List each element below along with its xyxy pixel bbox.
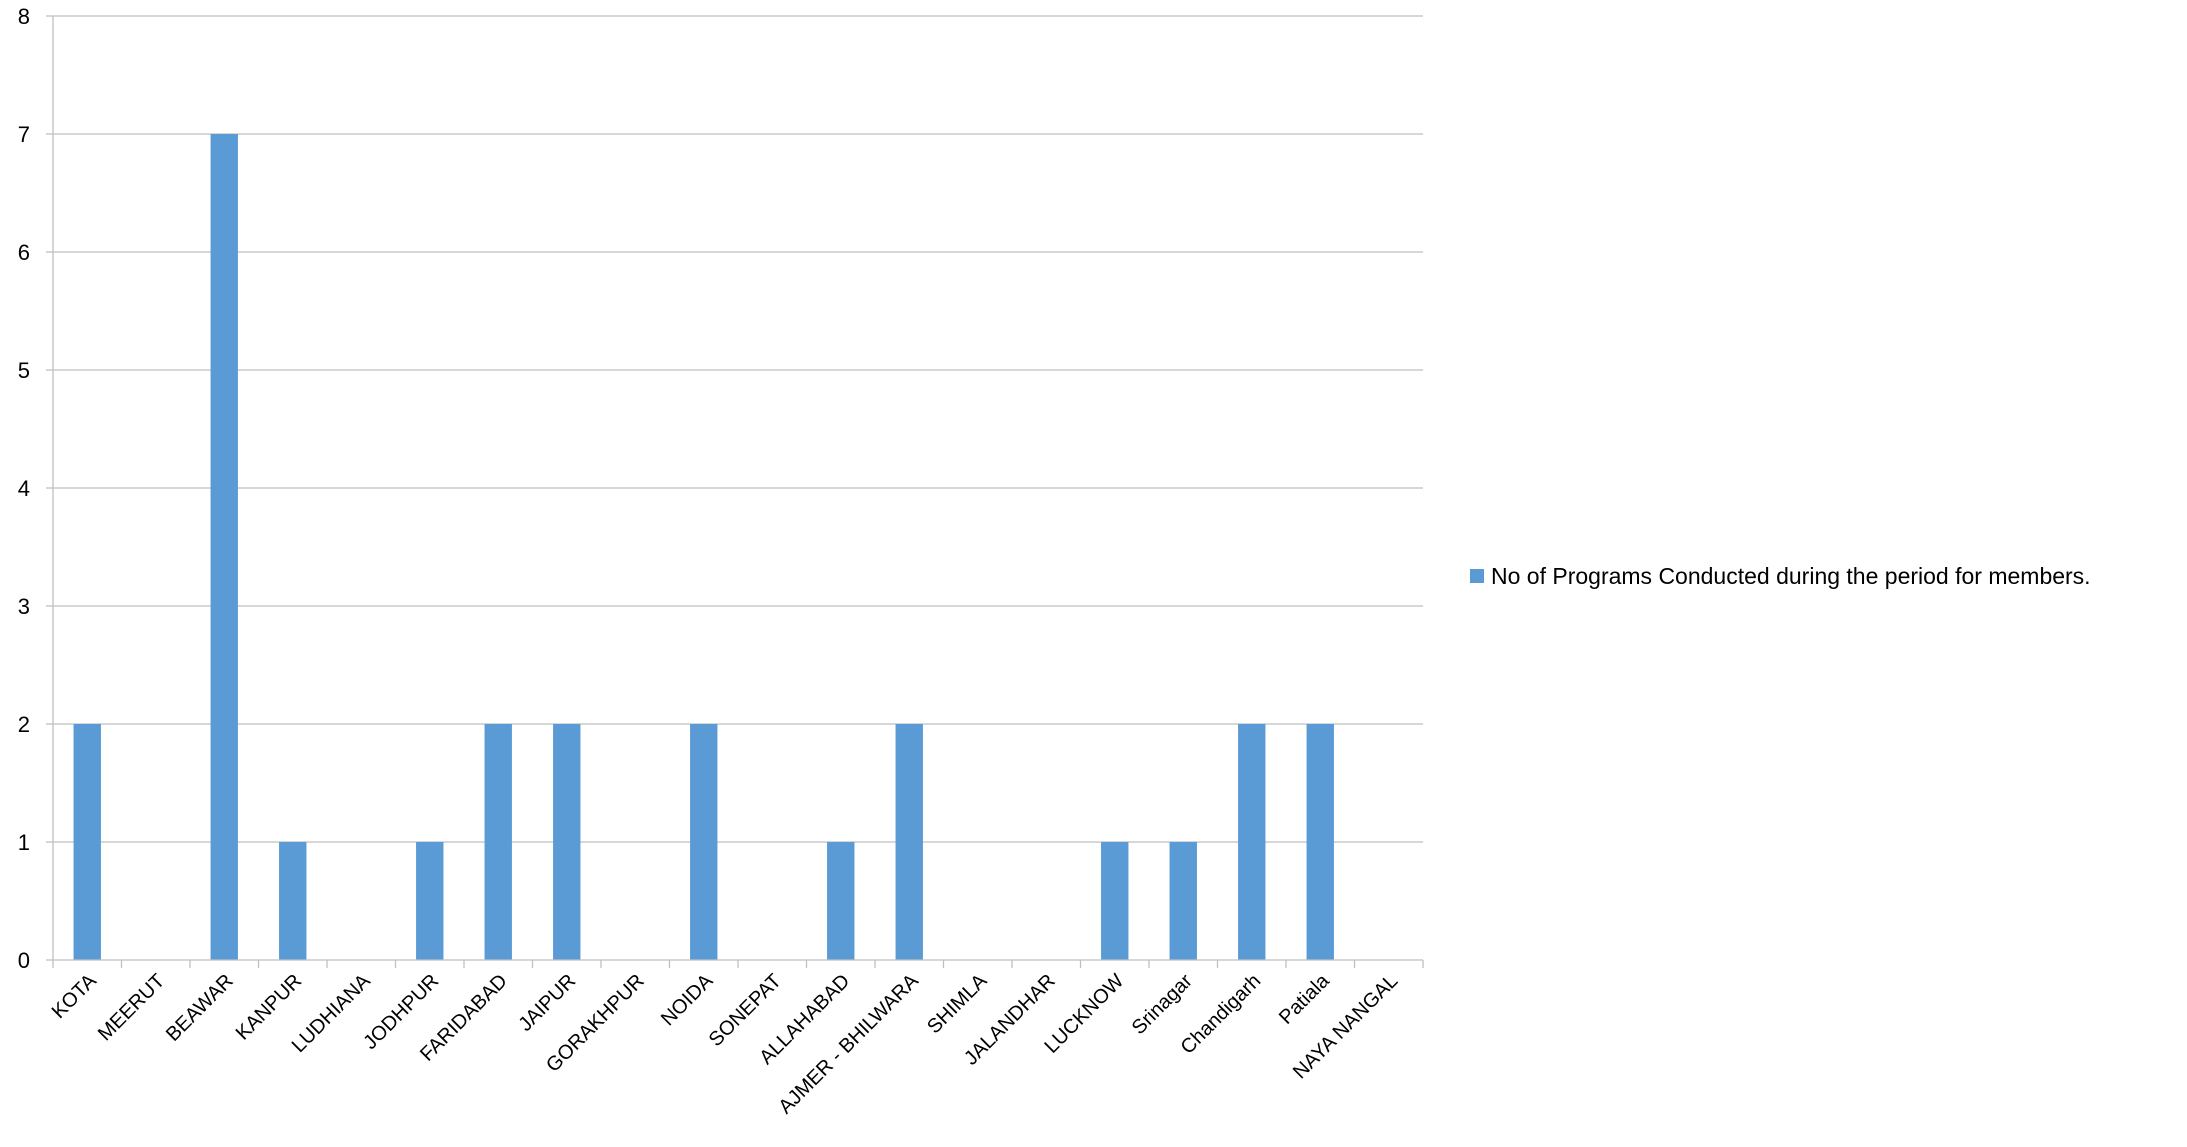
legend-swatch <box>1470 569 1484 583</box>
bar <box>484 724 512 960</box>
y-tick-label: 2 <box>18 712 30 737</box>
x-tick-labels: KOTAMEERUTBEAWARKANPURLUDHIANAJODHPURFAR… <box>48 969 1403 1118</box>
x-tick-label: Patiala <box>1275 969 1334 1028</box>
y-tick-label: 5 <box>18 358 30 383</box>
bar <box>553 724 581 960</box>
bar <box>827 842 855 960</box>
y-tick-label: 4 <box>18 476 30 501</box>
bar <box>1169 842 1197 960</box>
x-tick-label: SHIMLA <box>923 970 992 1039</box>
x-tick-label: AJMER - BHILWARA <box>774 970 923 1119</box>
y-tick-label: 6 <box>18 240 30 265</box>
bar <box>1238 724 1266 960</box>
x-tick-label: NOIDA <box>657 970 718 1031</box>
bar <box>210 134 238 960</box>
x-tick-label: Srinagar <box>1128 970 1197 1039</box>
x-tick-label: KOTA <box>48 970 101 1023</box>
legend: No of Programs Conducted during the peri… <box>1470 563 2091 589</box>
x-tick-label: MEERUT <box>94 970 169 1045</box>
bar <box>1101 842 1129 960</box>
y-tick-label: 0 <box>18 948 30 973</box>
y-tick-labels: 0 1 2 3 4 5 6 7 8 <box>18 4 30 973</box>
x-tick-label: JAIPUR <box>514 970 580 1036</box>
legend-label: No of Programs Conducted during the peri… <box>1491 563 2091 589</box>
axes <box>46 15 1424 968</box>
gridlines <box>53 15 1423 843</box>
bar <box>1306 724 1334 960</box>
bar <box>416 842 444 960</box>
y-tick-label: 3 <box>18 594 30 619</box>
bar <box>279 842 307 960</box>
x-tick-label: BEAWAR <box>162 970 238 1046</box>
bars <box>73 134 1334 960</box>
y-tick-label: 1 <box>18 830 30 855</box>
bar <box>895 724 923 960</box>
y-tick-label: 8 <box>18 4 30 29</box>
bar <box>73 724 101 960</box>
y-tick-label: 7 <box>18 122 30 147</box>
bar <box>690 724 718 960</box>
